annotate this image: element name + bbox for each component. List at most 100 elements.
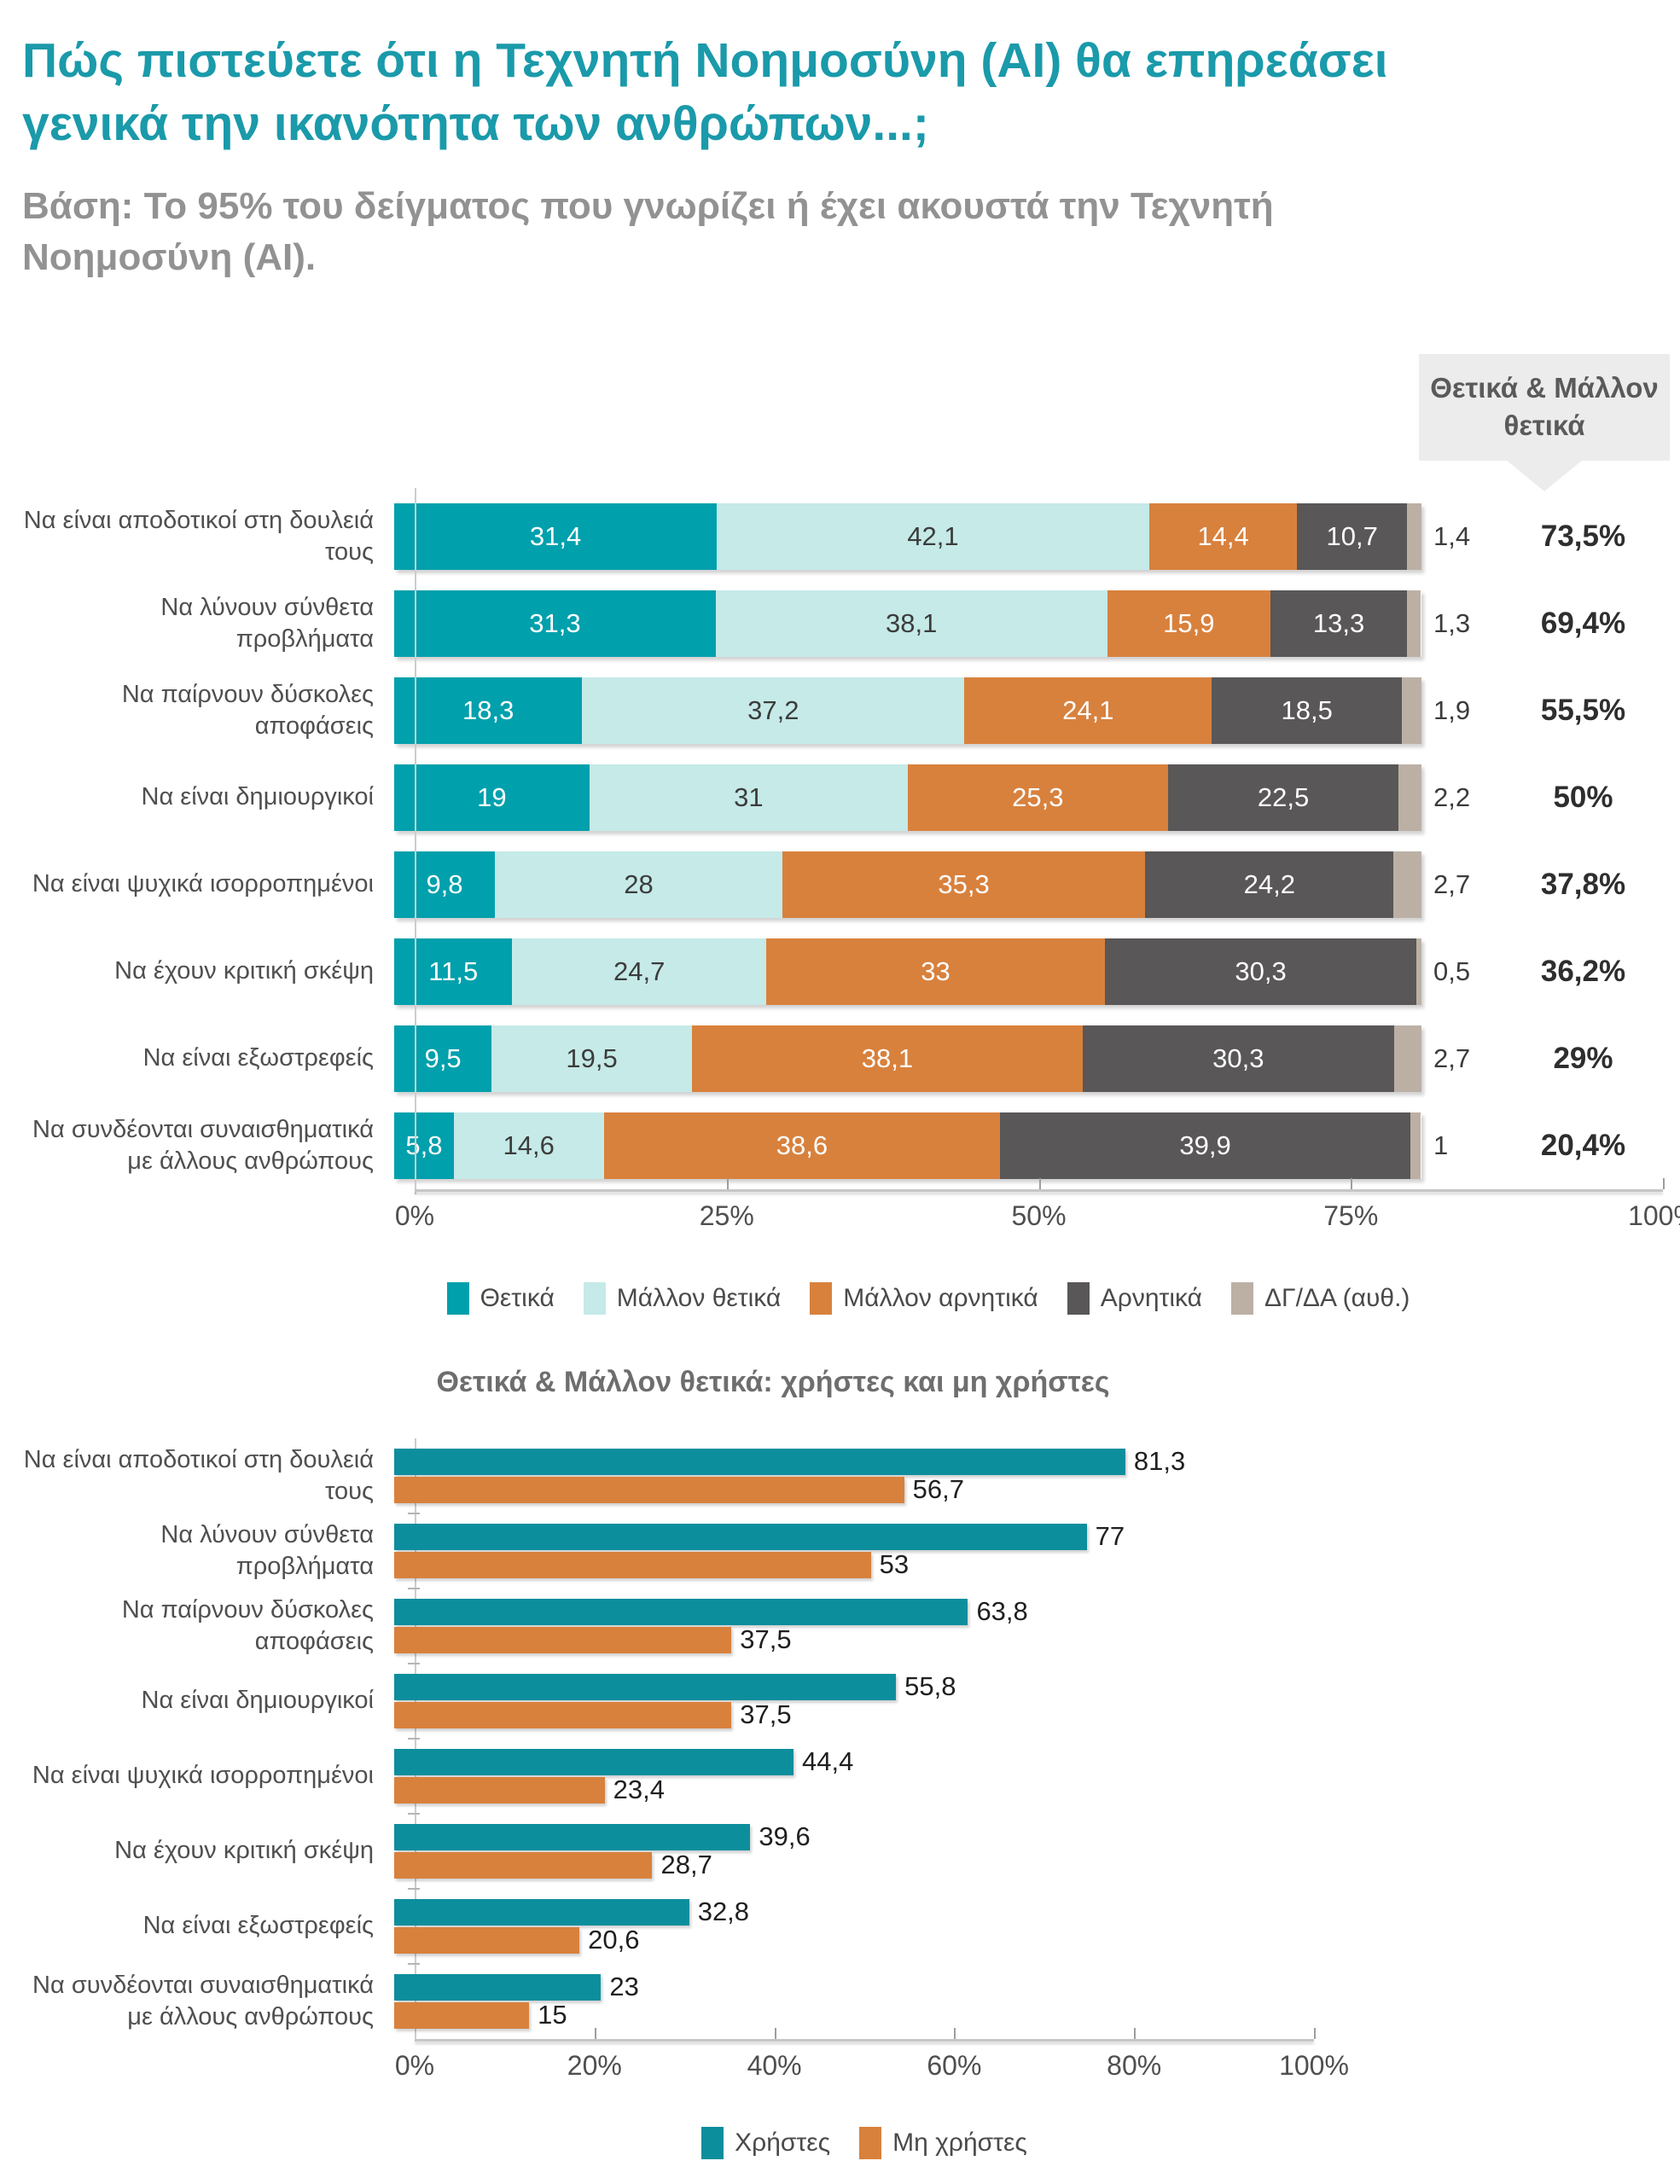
- bar-segment: 9,8: [394, 851, 495, 918]
- bar-segment: 31,3: [394, 590, 716, 657]
- category-label: Να είναι αποδοτικοί στη δουλειά τους: [23, 506, 374, 566]
- page-title: Πώς πιστεύετε ότι η Τεχνητή Νοημοσύνη (A…: [22, 33, 1388, 152]
- axis-tick: [954, 2027, 956, 2039]
- bar-line: 23: [394, 1972, 1293, 2002]
- bar-value: 53: [879, 1549, 910, 1580]
- category-label: Να είναι αποδοτικοί στη δουλειά τους: [23, 1445, 374, 1505]
- bar-line: 53: [394, 1549, 1293, 1580]
- x-axis-line-2: [415, 2027, 1316, 2042]
- bar-row: Να είναι εξωστρεφείς 9,5 19,5 38,1 30,3 2,7 29…: [22, 1015, 1663, 1102]
- axis-tick-label: 40%: [747, 2049, 802, 2081]
- page-subtitle: Βάση: Το 95% του δείγματος που γνωρίζει …: [22, 185, 1274, 279]
- segment-value: 10,7: [1326, 520, 1378, 551]
- category-label: Να λύνουν σύνθετα προβλήματα: [160, 593, 374, 653]
- bar-value: 23,4: [613, 1774, 665, 1805]
- legend-label: Μη χρήστες: [892, 2128, 1027, 2157]
- bar-segment: 5,8: [394, 1112, 454, 1179]
- bar-segment: 24,1: [964, 677, 1212, 744]
- bar-value: 44,4: [801, 1746, 854, 1777]
- bar-line: 56,7: [394, 1474, 1293, 1504]
- segment-value: 9,8: [426, 868, 463, 899]
- bar-segment: 38,1: [691, 1025, 1084, 1092]
- bar-row: Να είναι ψυχικά ισορροπημένοι 44,4 23,4: [22, 1737, 1663, 1814]
- segment-value: 5,8: [405, 1130, 443, 1160]
- bar-line: 28,7: [394, 1850, 1293, 1879]
- bar-segment: 31: [589, 764, 908, 831]
- axis-tick-label: 25%: [699, 1199, 754, 1231]
- bar-segment: 22,5: [1167, 764, 1399, 831]
- segment-value: 31: [734, 781, 764, 812]
- dk-value: 1,3: [1433, 607, 1471, 638]
- grouped-bar-chart: Να είναι αποδοτικοί στη δουλειά τους 81,3…: [22, 1438, 1663, 2084]
- bar-segment: 37,2: [582, 677, 965, 744]
- bar-segment: [1402, 677, 1421, 744]
- bar: [394, 1551, 871, 1578]
- bar-line: 37,5: [394, 1699, 1293, 1729]
- legend-swatch: [583, 1281, 606, 1315]
- bar-segment: [1398, 764, 1421, 831]
- bar: [394, 2001, 530, 2029]
- category-label: Να έχουν κριτική σκέψη: [114, 1837, 374, 1865]
- bar-segment: 19,5: [491, 1025, 692, 1092]
- segment-value: 18,3: [462, 694, 514, 725]
- axis-tick: [774, 2027, 776, 2039]
- stacked-bar: 9,8 28 35,3 24,2: [394, 851, 1421, 918]
- bar-segment: [1410, 1112, 1421, 1179]
- legend-1: Θετικά Μάλλον θετικά Μάλλον αρνητικά Αρνητι…: [415, 1281, 1442, 1315]
- bar-group: 55,8 37,5: [394, 1671, 1293, 1730]
- bar: [394, 1598, 968, 1625]
- bar-value: 23: [609, 1972, 639, 2002]
- total-value: 50%: [1553, 780, 1613, 814]
- segment-value: 31,4: [529, 520, 582, 551]
- bar: [394, 1851, 653, 1879]
- bar-segment: 10,7: [1297, 502, 1408, 570]
- axis-tick-label: 75%: [1323, 1199, 1379, 1231]
- legend-label: ΔΓ/ΔΑ (αυθ.): [1264, 1283, 1410, 1312]
- segment-value: 31,3: [529, 607, 581, 638]
- bar-group: 81,3 56,7: [394, 1446, 1293, 1505]
- bar-value: 77: [1095, 1521, 1125, 1552]
- bar-line: 15: [394, 2000, 1293, 2030]
- bar-group: 63,8 37,5: [394, 1596, 1293, 1655]
- bar-value: 20,6: [588, 1925, 640, 1955]
- bar: [394, 1898, 689, 1926]
- legend-label: Μάλλον θετικά: [616, 1283, 782, 1312]
- bar-value: 55,8: [904, 1671, 956, 1702]
- stacked-bar: 31,4 42,1 14,4 10,7: [394, 502, 1421, 570]
- segment-value: 13,3: [1312, 607, 1365, 638]
- bar-value: 39,6: [759, 1821, 811, 1852]
- bar-group: 77 53: [394, 1521, 1293, 1580]
- bar-line: 23,4: [394, 1774, 1293, 1805]
- segment-value: 22,5: [1257, 781, 1310, 812]
- legend-item: Αρνητικά: [1067, 1281, 1202, 1315]
- bar: [394, 1476, 904, 1503]
- bar: [394, 1626, 732, 1653]
- legend-label: Θετικά: [480, 1283, 555, 1312]
- stacked-bar: 19 31 25,3 22,5: [394, 764, 1421, 831]
- bar-row: Να συνδέονται συναισθηματικά με άλλους α…: [22, 1102, 1663, 1189]
- segment-value: 14,4: [1197, 520, 1249, 551]
- legend-2: Χρήστες Μη χρήστες: [415, 2126, 1314, 2159]
- segment-value: 14,6: [503, 1130, 555, 1160]
- segment-value: 30,3: [1212, 1043, 1264, 1073]
- bar: [394, 1701, 732, 1728]
- axis-tick-label: 100%: [1628, 1199, 1680, 1231]
- category-label: Να έχουν κριτική σκέψη: [114, 957, 374, 985]
- dk-value: 0,5: [1433, 956, 1471, 986]
- axis-tick: [1663, 1177, 1665, 1189]
- dk-value: 1,9: [1433, 694, 1471, 725]
- bar-group: 32,8 20,6: [394, 1896, 1293, 1955]
- category-label: Να είναι δημιουργικοί: [141, 1687, 374, 1715]
- bar-line: 81,3: [394, 1446, 1293, 1477]
- chart2-title: Θετικά & Μάλλον θετικά: χρήστες και μη χ…: [436, 1365, 1110, 1398]
- legend-swatch: [1067, 1281, 1090, 1315]
- bar-line: 20,6: [394, 1925, 1293, 1955]
- bar-value: 81,3: [1133, 1446, 1186, 1477]
- x-axis-line-1: [415, 1177, 1665, 1192]
- segment-value: 24,1: [1062, 694, 1114, 725]
- bar-segment: 15,9: [1107, 590, 1270, 657]
- segment-value: 19: [477, 781, 507, 812]
- axis-tick-label: 80%: [1107, 2049, 1162, 2081]
- bar-line: 39,6: [394, 1821, 1293, 1852]
- legend-swatch: [446, 1281, 469, 1315]
